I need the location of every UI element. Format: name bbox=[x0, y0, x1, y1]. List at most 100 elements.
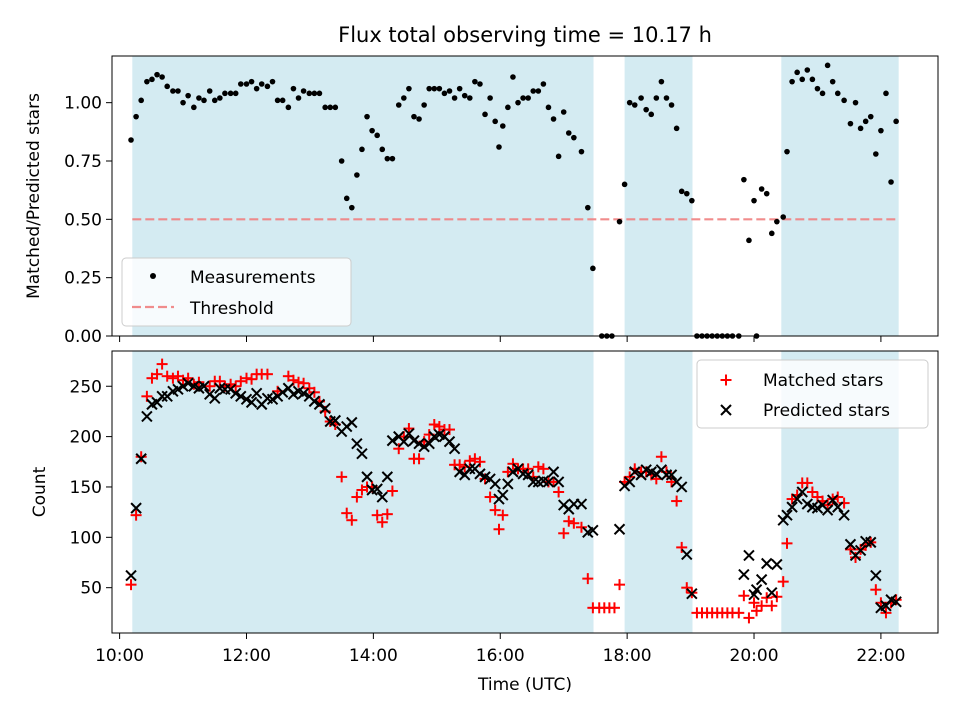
matched-star-point bbox=[582, 573, 594, 585]
matched-star-point bbox=[497, 509, 509, 521]
predicted-star-point bbox=[575, 498, 588, 510]
measurement-point bbox=[741, 176, 747, 183]
measurement-point bbox=[638, 95, 644, 101]
matched-star-point bbox=[870, 584, 882, 596]
measurement-point bbox=[401, 95, 407, 101]
measurement-point bbox=[535, 88, 542, 94]
y-tick-label: 0.00 bbox=[64, 327, 102, 347]
measurement-point bbox=[824, 62, 831, 69]
measurement-point bbox=[487, 95, 493, 101]
predicted-star-point bbox=[613, 523, 626, 535]
matched-star-point bbox=[346, 514, 358, 526]
measurement-point bbox=[763, 190, 770, 197]
predicted-star-point bbox=[398, 435, 410, 448]
x-tick-label: 22:00 bbox=[856, 646, 905, 666]
predicted-star-point bbox=[826, 494, 839, 506]
bottom-y-axis-label: Count bbox=[30, 466, 50, 517]
predicted-star-point bbox=[182, 377, 194, 389]
measurement-point bbox=[201, 97, 207, 104]
legend-threshold-label: Threshold bbox=[189, 299, 274, 319]
measurement-point bbox=[841, 97, 847, 104]
measurement-point bbox=[133, 113, 139, 120]
x-tick-label: 20:00 bbox=[730, 646, 779, 666]
measurement-point bbox=[515, 99, 521, 106]
matched-star-point bbox=[489, 504, 501, 516]
matched-star-point bbox=[230, 380, 242, 392]
measurement-point bbox=[893, 118, 899, 125]
predicted-star-point bbox=[502, 478, 514, 490]
predicted-star-point bbox=[890, 596, 902, 608]
matched-star-point bbox=[130, 509, 142, 521]
predicted-star-point bbox=[313, 398, 326, 411]
measurement-point bbox=[829, 78, 836, 85]
measurement-point bbox=[159, 74, 165, 80]
predicted-star-point bbox=[854, 544, 867, 557]
matched-star-point bbox=[756, 600, 768, 612]
measurement-point bbox=[149, 76, 155, 83]
measurement-point bbox=[499, 123, 506, 129]
predicted-star-point bbox=[198, 380, 210, 392]
measurement-point bbox=[505, 104, 511, 111]
predicted-star-point bbox=[287, 388, 300, 401]
matched-star-point bbox=[151, 368, 163, 380]
matched-star-point bbox=[558, 527, 570, 539]
legend-matched-label: Matched stars bbox=[763, 371, 883, 391]
legend-predicted-label: Predicted stars bbox=[763, 401, 890, 421]
matched-star-point bbox=[743, 612, 755, 624]
legend-cross-glyph bbox=[720, 404, 732, 416]
measurement-point bbox=[648, 111, 655, 118]
measurement-point bbox=[540, 81, 547, 87]
measurement-point bbox=[295, 95, 302, 101]
predicted-star-point bbox=[552, 476, 565, 488]
bottom-y-axis: 50 100 150 200 250 bbox=[70, 377, 112, 599]
measurement-point bbox=[364, 113, 370, 120]
bottom-panel: 50 100 150 200 250 10:00 12:00 14:00 16:00 18:00… bbox=[30, 350, 939, 695]
predicted-star-point bbox=[209, 392, 221, 405]
measurement-point bbox=[389, 155, 396, 162]
predicted-star-point bbox=[376, 491, 388, 503]
matched-star-point bbox=[246, 373, 258, 385]
measurement-point bbox=[799, 76, 806, 83]
predicted-star-point bbox=[660, 469, 673, 481]
measurement-point bbox=[416, 116, 422, 122]
y-tick-label: 0.50 bbox=[64, 210, 102, 230]
measurement-point bbox=[565, 130, 572, 136]
measurement-point bbox=[758, 186, 765, 192]
y-tick-label: 1.00 bbox=[64, 94, 102, 114]
legend-plus-glyph bbox=[720, 374, 732, 386]
matched-star-point bbox=[751, 605, 763, 617]
predicted-star-point bbox=[771, 558, 783, 571]
measurement-point bbox=[170, 88, 176, 94]
predicted-star-point bbox=[587, 524, 599, 536]
measurement-point bbox=[175, 88, 181, 94]
predicted-star-point bbox=[351, 437, 363, 450]
predicted-star-point bbox=[832, 501, 844, 513]
y-tick-label: 0.25 bbox=[64, 269, 102, 289]
measurement-point bbox=[191, 104, 197, 111]
measurement-point bbox=[374, 132, 380, 139]
measurement-point bbox=[809, 76, 816, 83]
matched-star-point bbox=[341, 507, 353, 519]
measurement-point bbox=[768, 230, 775, 237]
measurement-point bbox=[746, 237, 752, 244]
matched-star-point bbox=[801, 477, 813, 489]
predicted-star-point bbox=[346, 416, 358, 429]
predicted-star-point bbox=[838, 509, 850, 521]
measurement-point bbox=[789, 78, 795, 85]
predicted-star-point bbox=[497, 489, 509, 501]
legend-matched-marker bbox=[720, 374, 732, 386]
measurement-point bbox=[232, 90, 239, 97]
predicted-star-point bbox=[266, 393, 279, 406]
measurement-point bbox=[343, 195, 350, 202]
measurement-point bbox=[673, 125, 680, 132]
measurement-point bbox=[862, 118, 869, 125]
matched-star-point bbox=[493, 523, 505, 535]
y-tick-label: 250 bbox=[70, 377, 102, 397]
measurement-point bbox=[794, 69, 800, 76]
predicted-star-point bbox=[844, 538, 857, 551]
matched-star-point bbox=[204, 380, 216, 392]
measurement-point bbox=[653, 95, 660, 101]
predicted-star-point bbox=[623, 476, 636, 488]
measurement-point bbox=[621, 181, 628, 188]
predicted-star-point bbox=[235, 390, 247, 403]
